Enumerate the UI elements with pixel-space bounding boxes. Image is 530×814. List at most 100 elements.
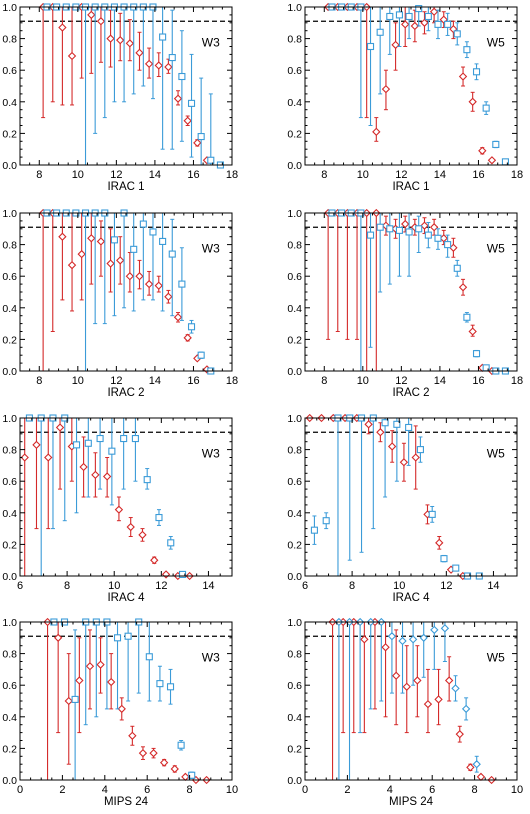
data-point bbox=[72, 441, 81, 449]
x-tick-label: 10 bbox=[226, 784, 238, 796]
series-blue bbox=[310, 414, 483, 580]
x-tick-label: 10 bbox=[393, 580, 405, 592]
panel-label: W5 bbox=[487, 447, 505, 461]
data-point bbox=[197, 351, 205, 359]
x-tick-label: 14 bbox=[434, 169, 446, 181]
panel-1: 8 10 12 14 16 18 0.0 0.2 0.4 0.6 0.8 1.0 IRAC 1 W3 bbox=[2, 2, 238, 193]
data-point bbox=[183, 116, 192, 125]
y-tick-label: 0.6 bbox=[2, 476, 17, 488]
data-point bbox=[113, 634, 122, 642]
series-red bbox=[38, 2, 212, 165]
data-point bbox=[466, 763, 475, 772]
data-point bbox=[472, 350, 481, 358]
panel-5: 6 8 10 12 14 0.0 0.2 0.4 0.6 0.8 1.0 IRAC 4 W3 bbox=[2, 413, 233, 604]
y-tick-label: 0.8 bbox=[287, 649, 302, 661]
data-point bbox=[183, 333, 192, 342]
panel-label: W3 bbox=[202, 242, 220, 256]
data-point bbox=[125, 272, 135, 281]
data-point bbox=[75, 676, 84, 685]
data-point bbox=[463, 46, 471, 54]
x-tick-label: 6 bbox=[17, 580, 23, 592]
x-axis-label: IRAC 2 bbox=[107, 387, 144, 399]
data-point bbox=[96, 17, 106, 26]
data-point bbox=[440, 624, 450, 633]
y-tick-label: 0.4 bbox=[287, 303, 302, 315]
y-tick-label: 1.0 bbox=[2, 2, 17, 14]
panel-4: 8 10 12 14 16 18 0.0 0.2 0.4 0.6 0.8 1.0 IRAC 2 W5 bbox=[287, 208, 523, 399]
data-point bbox=[159, 237, 167, 245]
data-point bbox=[381, 643, 390, 652]
data-point bbox=[424, 12, 432, 21]
x-axis-label: MIPS 24 bbox=[389, 796, 434, 808]
x-tick-label: 4 bbox=[102, 784, 108, 796]
y-tick-label: 0.6 bbox=[287, 680, 302, 692]
data-point bbox=[391, 671, 401, 680]
y-tick-label: 0.0 bbox=[287, 366, 302, 378]
data-point bbox=[159, 33, 167, 41]
x-tick-label: 10 bbox=[72, 375, 84, 387]
data-point bbox=[376, 428, 385, 437]
data-point bbox=[143, 476, 151, 484]
y-tick-label: 1.0 bbox=[2, 413, 17, 425]
data-point bbox=[161, 570, 171, 579]
data-point bbox=[149, 748, 158, 758]
data-point bbox=[416, 446, 424, 454]
y-tick-label: 0.0 bbox=[287, 571, 302, 583]
y-tick-label: 0.0 bbox=[2, 775, 17, 787]
data-point bbox=[387, 632, 397, 641]
plot-frame bbox=[304, 212, 518, 372]
data-point bbox=[434, 234, 442, 242]
data-point bbox=[463, 313, 471, 321]
x-axis-label: IRAC 1 bbox=[392, 181, 429, 193]
x-axis-label: IRAC 4 bbox=[107, 592, 145, 604]
data-point bbox=[487, 156, 497, 165]
x-tick-label: 10 bbox=[357, 375, 369, 387]
x-tick-label: 10 bbox=[357, 169, 369, 181]
plot-frame bbox=[304, 621, 518, 781]
x-tick-label: 6 bbox=[429, 784, 435, 796]
data-point bbox=[197, 133, 205, 141]
data-point bbox=[178, 72, 186, 81]
y-tick-label: 0.4 bbox=[2, 97, 17, 109]
data-point bbox=[156, 680, 164, 688]
data-point bbox=[155, 513, 163, 522]
y-tick-label: 1.0 bbox=[287, 413, 302, 425]
data-point bbox=[381, 419, 389, 427]
data-point bbox=[453, 264, 461, 272]
data-point bbox=[451, 684, 460, 693]
data-point bbox=[472, 68, 481, 76]
y-tick-label: 0.0 bbox=[287, 775, 302, 787]
data-point bbox=[20, 453, 29, 462]
data-point bbox=[173, 94, 183, 103]
data-point bbox=[96, 237, 106, 246]
data-point bbox=[181, 772, 190, 782]
y-tick-label: 0.6 bbox=[287, 271, 302, 283]
data-point bbox=[32, 440, 41, 450]
y-tick-label: 0.0 bbox=[287, 160, 302, 172]
data-point bbox=[145, 653, 153, 661]
data-point bbox=[135, 272, 144, 281]
data-point bbox=[444, 241, 452, 249]
x-tick-label: 14 bbox=[202, 580, 214, 592]
data-point bbox=[168, 250, 176, 258]
data-point bbox=[453, 30, 461, 38]
data-point bbox=[455, 730, 464, 739]
series-red bbox=[20, 417, 194, 581]
y-tick-label: 0.4 bbox=[287, 97, 302, 109]
y-tick-label: 0.2 bbox=[287, 334, 302, 346]
data-point bbox=[386, 225, 394, 233]
data-point bbox=[84, 439, 92, 447]
x-tick-label: 14 bbox=[487, 580, 499, 592]
panel-label: W3 bbox=[202, 447, 220, 461]
data-point bbox=[159, 758, 169, 767]
data-point bbox=[410, 21, 420, 31]
data-point bbox=[366, 42, 375, 51]
data-point bbox=[170, 764, 179, 774]
data-point bbox=[429, 223, 439, 232]
data-point bbox=[67, 260, 77, 270]
data-point bbox=[87, 10, 96, 20]
data-point bbox=[452, 564, 460, 572]
data-point bbox=[411, 453, 420, 462]
data-point bbox=[87, 234, 96, 243]
